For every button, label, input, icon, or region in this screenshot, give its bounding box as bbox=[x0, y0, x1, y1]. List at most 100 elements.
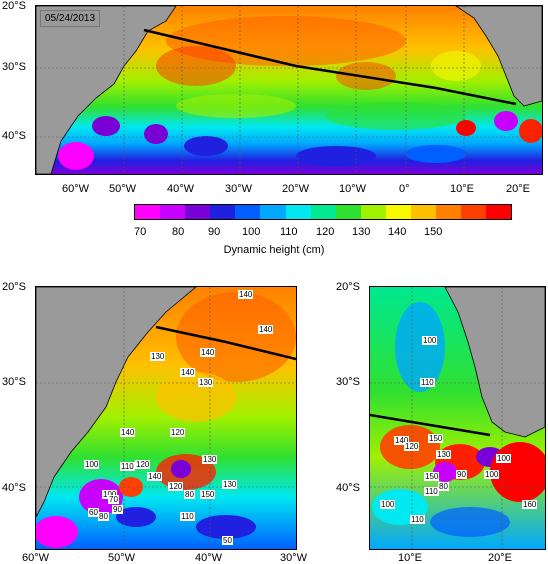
contour-label: 140 bbox=[258, 325, 274, 334]
colorbar-swatch bbox=[436, 205, 462, 219]
colorbar-tick: 80 bbox=[172, 226, 185, 238]
contour-label: 100 bbox=[422, 336, 438, 345]
top-lat-label: 30°S bbox=[2, 61, 26, 73]
contour-label: 80 bbox=[98, 512, 109, 521]
africa-land bbox=[444, 287, 545, 438]
colorbar bbox=[134, 204, 513, 220]
contour-label: 130 bbox=[198, 378, 214, 387]
colorbar-tick: 110 bbox=[280, 226, 298, 238]
colorbar-tick: 100 bbox=[242, 226, 261, 238]
left-lat-label: 40°S bbox=[2, 482, 26, 494]
top-lon-label: 10°E bbox=[450, 183, 474, 195]
contour-label: 90 bbox=[112, 505, 123, 514]
colorbar-swatch bbox=[461, 205, 487, 219]
contour-label: 110 bbox=[410, 515, 425, 524]
contour-label: 120 bbox=[170, 428, 186, 437]
contour-label: 140 bbox=[238, 290, 254, 299]
top-map-panel: 05/24/2013 bbox=[35, 5, 543, 175]
colorbar-tick: 90 bbox=[208, 226, 221, 238]
top-lon-label: 60°W bbox=[62, 183, 90, 195]
contour-label: 140 bbox=[147, 472, 163, 481]
contour-label: 140 bbox=[394, 436, 410, 445]
left-lon-label: 40°W bbox=[195, 552, 223, 564]
contour-label: 50 bbox=[222, 536, 233, 545]
left-lat-label: 20°S bbox=[2, 281, 26, 293]
contour-label: 90 bbox=[456, 470, 467, 479]
top-lon-label: 0° bbox=[399, 183, 410, 195]
top-map-field bbox=[36, 6, 542, 174]
contour-label: 100 bbox=[102, 490, 118, 499]
contour-label: 110 bbox=[180, 512, 195, 521]
contour-label: 100 bbox=[84, 460, 100, 469]
colorbar-swatch bbox=[385, 205, 412, 219]
right-map-panel bbox=[369, 286, 546, 550]
contour-label: 80 bbox=[184, 490, 195, 499]
right-lat-label: 40°S bbox=[336, 482, 360, 494]
contour-label: 140 bbox=[120, 428, 136, 437]
left-lon-label: 60°W bbox=[22, 552, 50, 564]
contour-label: 150 bbox=[200, 490, 216, 499]
right-lat-label: 30°S bbox=[336, 376, 360, 388]
contour-label: 60 bbox=[88, 508, 99, 517]
contour-label: 160 bbox=[522, 500, 538, 509]
south-america-land bbox=[36, 287, 197, 518]
top-lon-label: 20°E bbox=[506, 183, 530, 195]
contour-label: 110 bbox=[120, 462, 135, 471]
contour-label: 150 bbox=[424, 472, 440, 481]
colorbar-tick: 140 bbox=[388, 226, 407, 238]
top-lat-label: 40°S bbox=[2, 130, 26, 142]
date-label: 05/24/2013 bbox=[40, 10, 101, 27]
africa-land bbox=[455, 6, 542, 107]
contour-label: 100 bbox=[484, 470, 500, 479]
colorbar-tick: 150 bbox=[424, 226, 443, 238]
colorbar-tick: 120 bbox=[316, 226, 335, 238]
right-lat-label: 20°S bbox=[336, 281, 360, 293]
left-lon-label: 50°W bbox=[108, 552, 136, 564]
left-map-field bbox=[36, 287, 296, 549]
left-lat-label: 30°S bbox=[2, 376, 26, 388]
colorbar-swatch bbox=[210, 205, 236, 219]
top-lon-label: 30°W bbox=[225, 183, 253, 195]
colorbar-swatch bbox=[310, 205, 336, 219]
contour-label: 110 bbox=[420, 378, 435, 387]
colorbar-swatch bbox=[260, 205, 286, 219]
contour-label: 130 bbox=[202, 455, 218, 464]
top-lon-label: 40°W bbox=[167, 183, 195, 195]
right-map-field bbox=[370, 287, 545, 549]
transect-line bbox=[143, 28, 517, 106]
colorbar-swatch bbox=[185, 205, 211, 219]
colorbar-swatch bbox=[486, 205, 512, 219]
colorbar-swatch bbox=[135, 205, 161, 219]
contour-label: 140 bbox=[200, 348, 216, 357]
contour-label: 120 bbox=[168, 482, 184, 491]
contour-label: 130 bbox=[436, 450, 452, 459]
left-map-panel bbox=[35, 286, 297, 550]
colorbar-swatch bbox=[335, 205, 361, 219]
top-lat-label: 20°S bbox=[2, 0, 26, 12]
colorbar-title: Dynamic height (cm) bbox=[223, 244, 325, 256]
south-america-land bbox=[36, 6, 177, 174]
contour-label: 130 bbox=[150, 352, 166, 361]
colorbar-swatch bbox=[411, 205, 437, 219]
contour-label: 140 bbox=[180, 368, 196, 377]
left-lon-label: 30°W bbox=[280, 552, 308, 564]
top-lon-label: 10°W bbox=[339, 183, 367, 195]
colorbar-tick: 130 bbox=[352, 226, 371, 238]
contour-label: 100 bbox=[380, 500, 396, 509]
contour-label: 80 bbox=[438, 482, 449, 491]
colorbar-swatch bbox=[160, 205, 186, 219]
contour-label: 130 bbox=[222, 480, 238, 489]
contour-label: 110 bbox=[424, 487, 439, 496]
colorbar-swatch bbox=[285, 205, 311, 219]
colorbar-tick: 70 bbox=[134, 226, 147, 238]
contour-label: 70 bbox=[108, 495, 119, 504]
colorbar-swatch bbox=[235, 205, 261, 219]
contour-label: 150 bbox=[428, 434, 444, 443]
right-lon-label: 20°E bbox=[488, 552, 512, 564]
transect-line bbox=[155, 325, 296, 361]
contour-label: 100 bbox=[496, 454, 512, 463]
top-lon-label: 50°W bbox=[109, 183, 137, 195]
colorbar-swatch bbox=[360, 205, 386, 219]
right-lon-label: 10°E bbox=[398, 552, 422, 564]
contour-label: 120 bbox=[404, 442, 420, 451]
